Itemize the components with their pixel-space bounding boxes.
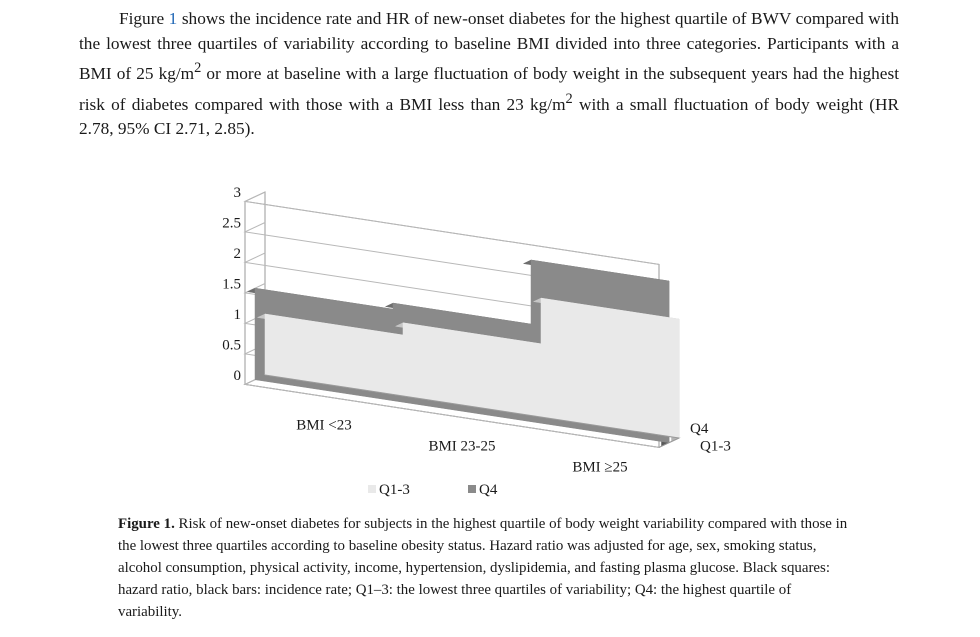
- caption-label: Figure 1.: [118, 516, 175, 532]
- depth-tick-label: Q1-3: [700, 438, 731, 454]
- x-tick-label: BMI 23-25: [428, 439, 495, 455]
- legend-swatch: [468, 485, 476, 493]
- y-tick-label: 3: [234, 185, 242, 201]
- q13-bars: [256, 297, 680, 442]
- gridline: [243, 252, 660, 326]
- y-tick-label: 0.5: [222, 338, 241, 354]
- superscript: 2: [565, 90, 573, 107]
- depth-axis: [658, 437, 680, 448]
- superscript: 2: [194, 60, 202, 77]
- y-tick-label: 1: [234, 307, 242, 323]
- chart-legend: Q1-3 Q4: [368, 482, 498, 498]
- y-tick-label: 0: [234, 368, 242, 384]
- axes: [264, 374, 680, 448]
- legend-label: Q1-3: [379, 482, 410, 498]
- paragraph-text: shows the incidence rate and HR of new-o…: [79, 9, 899, 83]
- legend-swatch: [368, 485, 376, 493]
- x-axis: [264, 374, 680, 439]
- gridline: [243, 222, 660, 296]
- paragraph-text: with a small fluctuation of body weight …: [79, 94, 900, 138]
- x-tick-label: BMI <23: [296, 418, 352, 434]
- legend-label: Q4: [479, 482, 498, 498]
- depth-tick-label: Q4: [690, 421, 709, 437]
- paragraph-text: Figure: [119, 9, 169, 28]
- figure-link[interactable]: 1: [168, 9, 178, 28]
- body-paragraph: Figure 1 shows the incidence rate and HR…: [79, 7, 899, 142]
- x-tick-label: BMI ≥25: [572, 460, 627, 476]
- y-tick-label: 1.5: [222, 277, 241, 293]
- y-tick-label: 2: [234, 246, 242, 262]
- paragraph-text: or more at baseline with a large fluctua…: [79, 63, 899, 114]
- q1-3-bar: [540, 297, 680, 439]
- caption-text: Risk of new-onset diabetes for subjects …: [118, 516, 848, 620]
- figure-caption: Figure 1. Risk of new-onset diabetes for…: [118, 513, 858, 623]
- axis-labels: 0 0.5 1 1.5 2 2.5 3 BMI <23 BMI 23-25 BMI ≥25 Q1-3…: [222, 185, 731, 476]
- gridline: [243, 191, 660, 265]
- y-tick-label: 2.5: [222, 216, 241, 232]
